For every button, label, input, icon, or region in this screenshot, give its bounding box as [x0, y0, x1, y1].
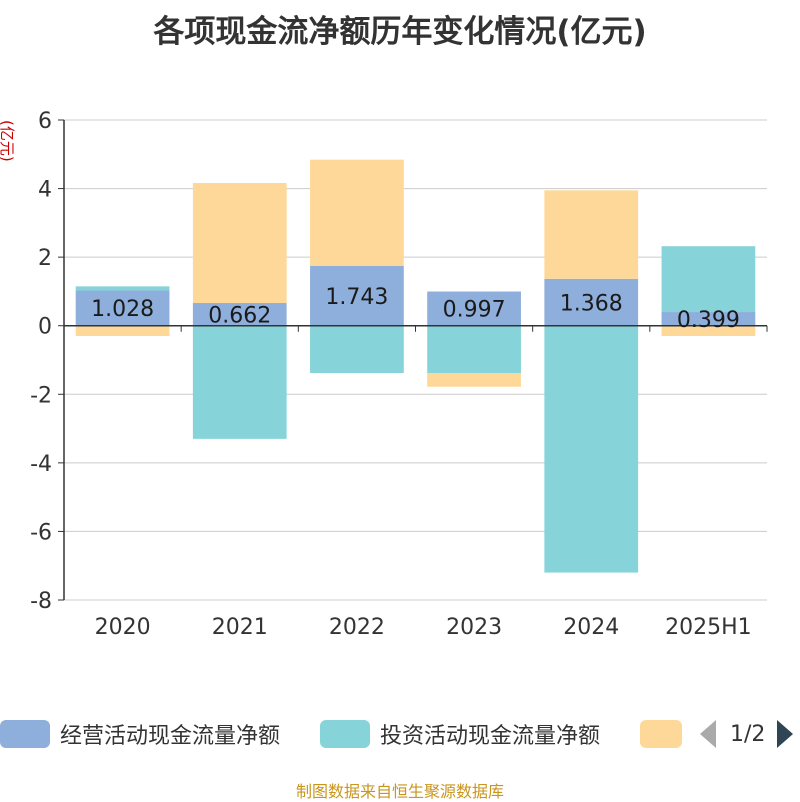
legend: 经营活动现金流量净额 投资活动现金流量净额 [0, 712, 800, 756]
data-label-2024: 1.368 [560, 291, 623, 316]
x-tick-label-2023: 2023 [446, 615, 502, 640]
bar-series0-2023[interactable] [427, 291, 521, 326]
legend-page-indicator: 1/2 [730, 721, 766, 747]
data-label-2020: 1.028 [91, 297, 154, 322]
bar-series2-2024[interactable] [544, 190, 639, 279]
bar-series1-2020[interactable] [75, 286, 170, 291]
data-label-2023: 0.997 [443, 298, 506, 323]
bar-series1-2022[interactable] [310, 325, 404, 374]
y-tick-label: 4 [38, 178, 52, 203]
y-axis-label: (亿元) [0, 120, 16, 162]
bar-series2-2023[interactable] [427, 373, 521, 387]
legend-swatch-operating [0, 720, 50, 748]
y-tick-label: 6 [38, 109, 52, 134]
chart-title: 各项现金流净额历年变化情况(亿元) [153, 14, 647, 50]
y-tick-label: -2 [30, 383, 52, 408]
y-tick-label: -4 [30, 452, 52, 477]
bar-series1-2023[interactable] [427, 325, 521, 374]
legend-label-operating: 经营活动现金流量净额 [60, 724, 281, 749]
bar-series2-2021[interactable] [192, 183, 287, 304]
bar-series0-2021[interactable] [192, 303, 287, 326]
chevron-left-icon[interactable] [700, 720, 716, 748]
data-label-2025H1: 0.399 [677, 308, 740, 333]
y-tick-label: -6 [30, 520, 52, 545]
y-tick-label: 2 [38, 246, 52, 271]
x-tick-label-2024: 2024 [563, 615, 619, 640]
bar-series2-2022[interactable] [310, 159, 404, 266]
bar-series1-2021[interactable] [192, 325, 287, 439]
bar-series0-2025H1[interactable] [661, 312, 756, 326]
bar-series2-2025H1[interactable] [661, 325, 756, 336]
legend-item-operating[interactable]: 经营活动现金流量净额 [0, 712, 280, 756]
legend-swatch-investing [320, 720, 370, 748]
legend-pager: 1/2 [700, 712, 794, 756]
y-tick-label: 0 [38, 315, 52, 340]
bar-series0-2022[interactable] [310, 265, 404, 326]
bar-series0-2020[interactable] [75, 290, 170, 326]
x-tick-label-2020: 2020 [95, 615, 151, 640]
data-label-2021: 0.662 [208, 303, 271, 328]
bar-series0-2024[interactable] [544, 278, 639, 326]
bar-series1-2024[interactable] [544, 325, 639, 573]
data-label-2022: 1.743 [325, 285, 388, 310]
bar-series1-2025H1[interactable] [661, 246, 756, 313]
bar-series2-2020[interactable] [75, 325, 170, 336]
x-tick-label-2022: 2022 [329, 615, 385, 640]
chevron-right-icon[interactable] [777, 720, 794, 748]
x-tick-label-2025H1: 2025H1 [665, 615, 752, 640]
legend-item-investing[interactable]: 投资活动现金流量净额 [320, 712, 600, 756]
y-tick-label: -8 [30, 589, 52, 614]
legend-label-investing: 投资活动现金流量净额 [380, 724, 601, 749]
legend-item-financing[interactable] [640, 712, 692, 756]
source-note: 制图数据来自恒生聚源数据库 [295, 782, 504, 801]
x-tick-label-2021: 2021 [212, 615, 268, 640]
legend-swatch-financing [640, 720, 682, 748]
